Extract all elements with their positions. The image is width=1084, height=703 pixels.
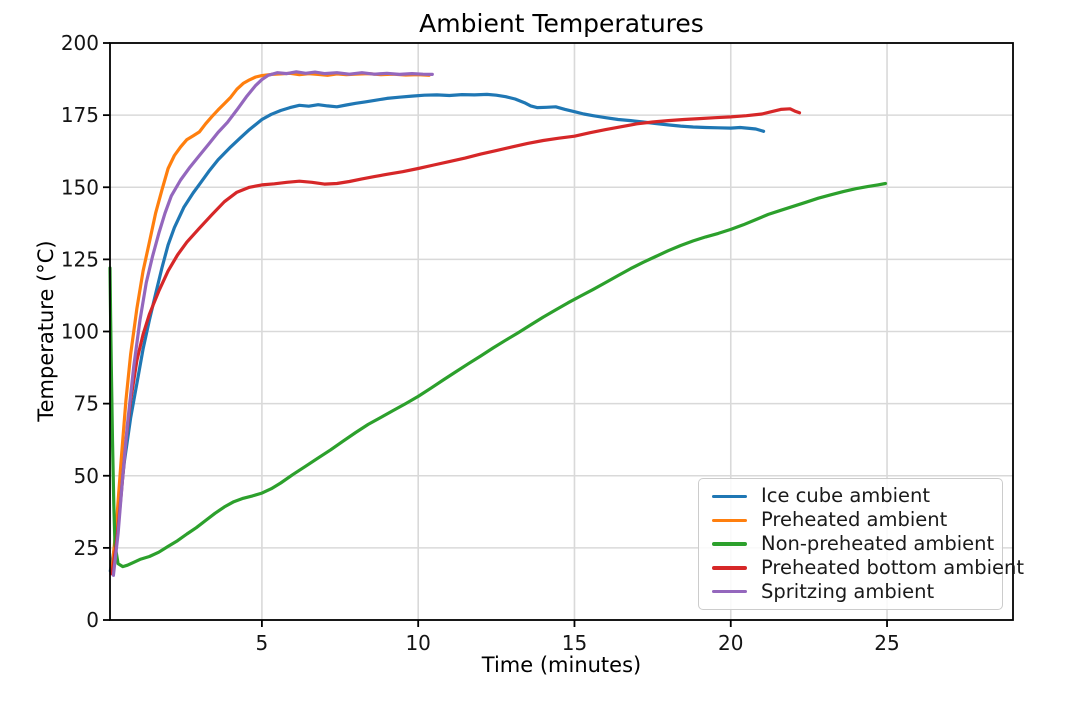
y-tick-label-100: 100 [61,320,99,344]
x-tick-label-5: 5 [256,631,269,655]
legend-line-sample [712,518,747,522]
y-tick-label-0: 0 [86,608,99,632]
y-tick-label-25: 25 [74,536,99,560]
legend-line-sample [712,566,747,570]
series-line-preheated-ambient [110,71,431,573]
y-axis-label: Temperature (°C) [34,240,58,422]
x-axis-label: Time (minutes) [481,653,642,677]
y-tick-label-150: 150 [61,175,99,199]
x-tick-label-10: 10 [405,631,430,655]
legend-item-preheated-bottom-ambient: Preheated bottom ambient [712,557,1024,579]
legend-label: Preheated bottom ambient [761,556,1024,580]
legend-item-preheated-ambient: Preheated ambient [712,508,996,532]
legend-item-non-preheated-ambient: Non-preheated ambient [712,532,996,556]
legend-line-sample [712,494,747,498]
series-line-non-preheated-ambient [108,181,888,569]
x-tick-label-20: 20 [718,631,743,655]
legend-label: Spritzing ambient [761,580,935,604]
series-line-spritzing-ambient [111,70,434,577]
x-tick-label-25: 25 [874,631,899,655]
x-tick-label-15: 15 [562,631,587,655]
y-tick-label-75: 75 [74,392,99,416]
legend-label: Ice cube ambient [761,484,931,508]
chart-title: Ambient Temperatures [419,9,704,38]
y-tick-label-50: 50 [74,464,99,488]
legend-line-sample [712,542,747,546]
legend-line-sample [712,590,747,594]
series-line-preheated-bottom-ambient [110,107,802,576]
legend-item-spritzing-ambient: Spritzing ambient [712,580,996,604]
y-tick-label-175: 175 [61,103,99,127]
legend: Ice cube ambient Preheated ambient Non-pre… [698,478,1024,610]
series-line-ice-cube-ambient [108,92,766,573]
legend-label: Non-preheated ambient [761,532,995,556]
legend-label: Preheated ambient [761,508,948,532]
y-tick-label-125: 125 [61,247,99,271]
y-tick-label-200: 200 [61,31,99,55]
legend-item-ice-cube-ambient: Ice cube ambient [712,484,996,508]
